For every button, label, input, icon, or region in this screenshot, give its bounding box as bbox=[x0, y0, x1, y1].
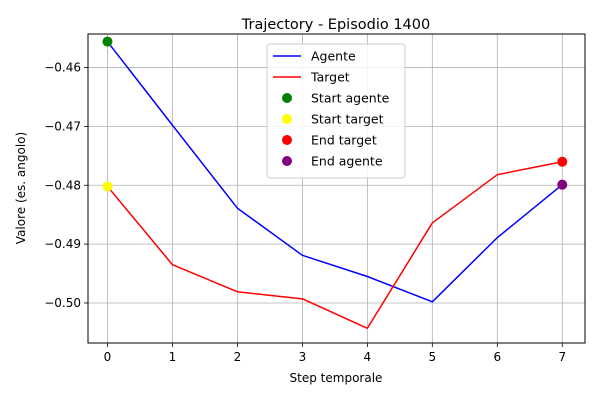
legend-label: Start agente bbox=[311, 91, 390, 106]
point-start-agente bbox=[102, 36, 113, 47]
legend-label: End target bbox=[311, 133, 377, 148]
y-axis-ticks: −0.46 −0.47 −0.48 −0.49 −0.50 bbox=[44, 61, 88, 310]
x-tick-label: 3 bbox=[299, 350, 307, 364]
x-tick-label: 1 bbox=[169, 350, 177, 364]
point-end-target bbox=[557, 156, 568, 167]
x-tick-label: 2 bbox=[234, 350, 242, 364]
legend-dot-swatch bbox=[282, 156, 292, 166]
legend-label: Start target bbox=[311, 112, 384, 127]
legend-dot-swatch bbox=[282, 114, 292, 124]
legend-dot-swatch bbox=[282, 93, 292, 103]
y-tick-label: −0.50 bbox=[44, 296, 81, 310]
y-tick-label: −0.48 bbox=[44, 178, 81, 192]
legend-dot-swatch bbox=[282, 135, 292, 145]
legend: Agente Target Start agente Start target End … bbox=[266, 43, 406, 179]
point-start-target bbox=[102, 181, 113, 192]
legend-frame bbox=[266, 43, 406, 179]
point-end-agente bbox=[557, 179, 568, 190]
x-tick-label: 0 bbox=[104, 350, 112, 364]
x-tick-label: 6 bbox=[493, 350, 501, 364]
legend-label: Agente bbox=[311, 49, 356, 64]
x-tick-label: 5 bbox=[429, 350, 437, 364]
x-tick-label: 4 bbox=[364, 350, 372, 364]
x-axis-label: Step temporale bbox=[290, 371, 383, 385]
legend-label: End agente bbox=[311, 154, 383, 169]
series-line-target bbox=[106, 160, 563, 330]
y-tick-label: −0.46 bbox=[44, 61, 81, 75]
legend-label: Target bbox=[310, 70, 350, 85]
y-tick-label: −0.47 bbox=[44, 119, 81, 133]
series-line-agente bbox=[106, 41, 563, 303]
marker-points bbox=[102, 36, 568, 192]
series-lines bbox=[106, 41, 563, 330]
x-axis-ticks: 0 1 2 3 4 5 6 7 bbox=[104, 343, 566, 364]
y-axis-label: Valore (es. angolo) bbox=[14, 132, 28, 244]
y-tick-label: −0.49 bbox=[44, 237, 81, 251]
chart-title: Trajectory - Episodio 1400 bbox=[241, 17, 430, 33]
x-tick-label: 7 bbox=[558, 350, 566, 364]
plot-frame bbox=[87, 33, 586, 344]
